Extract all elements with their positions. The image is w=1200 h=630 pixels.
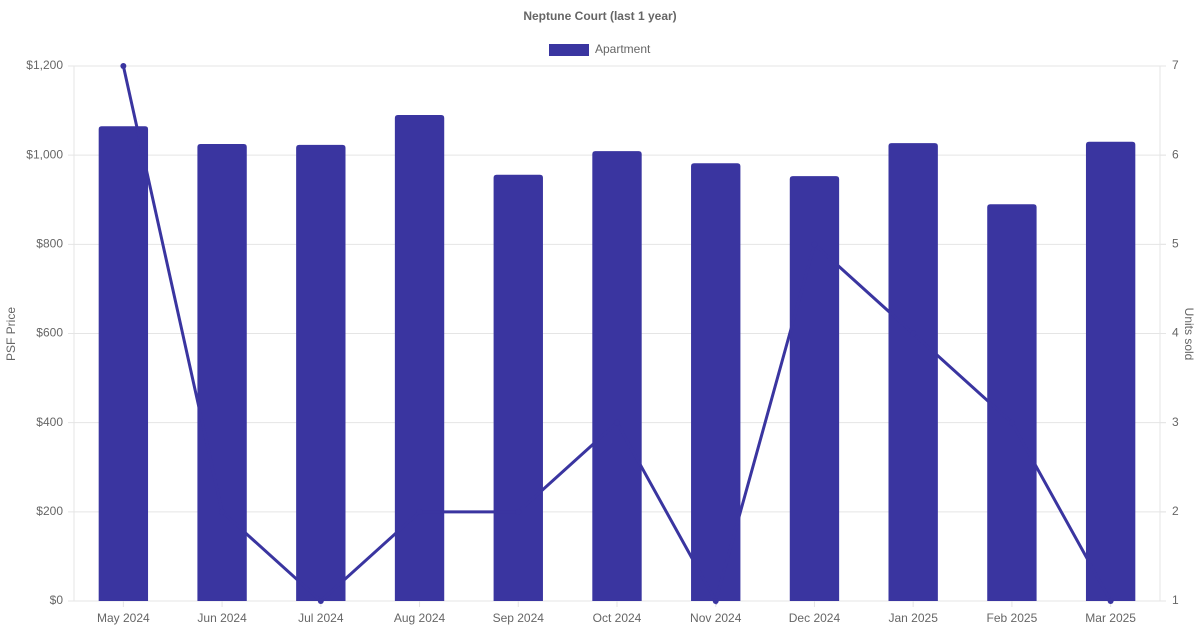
y2-tick-label: 2 [1172,504,1179,518]
point [712,598,719,604]
point [910,330,917,337]
y2-axis-title: Units sold [1182,308,1196,361]
point [317,598,324,604]
bar [592,151,642,601]
x-tick-label: Dec 2024 [789,611,841,625]
point [811,241,818,248]
x-tick-label: Oct 2024 [593,611,642,625]
bar [987,204,1037,602]
legend-label[interactable]: Apartment [595,42,651,56]
point [515,508,522,515]
x-tick-label: May 2024 [97,611,150,625]
point [1107,598,1114,604]
y-tick-label: $800 [36,237,63,251]
x-tick-label: Mar 2025 [1085,611,1136,625]
x-tick-label: Aug 2024 [394,611,446,625]
x-tick-label: Jun 2024 [197,611,247,625]
bar [789,176,840,601]
y2-tick-label: 3 [1172,415,1179,429]
bar [394,115,445,602]
bar [691,163,741,602]
x-tick-label: Sep 2024 [493,611,545,625]
y2-tick-label: 5 [1172,237,1179,251]
y-tick-label: $400 [36,415,63,429]
y2-tick-label: 4 [1172,326,1179,340]
bar [493,174,543,602]
bar [197,144,247,602]
x-tick-label: Jul 2024 [298,611,344,625]
y-tick-label: $0 [50,593,64,607]
point [120,63,127,69]
y2-tick-label: 6 [1172,147,1179,161]
x-tick-label: Feb 2025 [987,611,1038,625]
bar [98,126,149,601]
y-axis-title: PSF Price [4,307,18,361]
bar [888,143,938,602]
point [219,508,226,515]
y-tick-label: $600 [36,326,63,340]
y2-tick-label: 1 [1172,593,1179,607]
x-tick-label: Jan 2025 [888,611,938,625]
x-tick-label: Nov 2024 [690,611,742,625]
y-tick-label: $200 [36,504,63,518]
point [614,419,620,426]
bar [1085,141,1136,601]
point [416,508,423,515]
chart-title: Neptune Court (last 1 year) [523,9,676,23]
y-tick-label: $1,200 [26,58,63,72]
bar [296,144,346,601]
y2-tick-label: 7 [1172,58,1179,72]
y-tick-label: $1,000 [26,147,63,161]
point [1008,419,1015,426]
legend-swatch[interactable] [549,44,589,56]
